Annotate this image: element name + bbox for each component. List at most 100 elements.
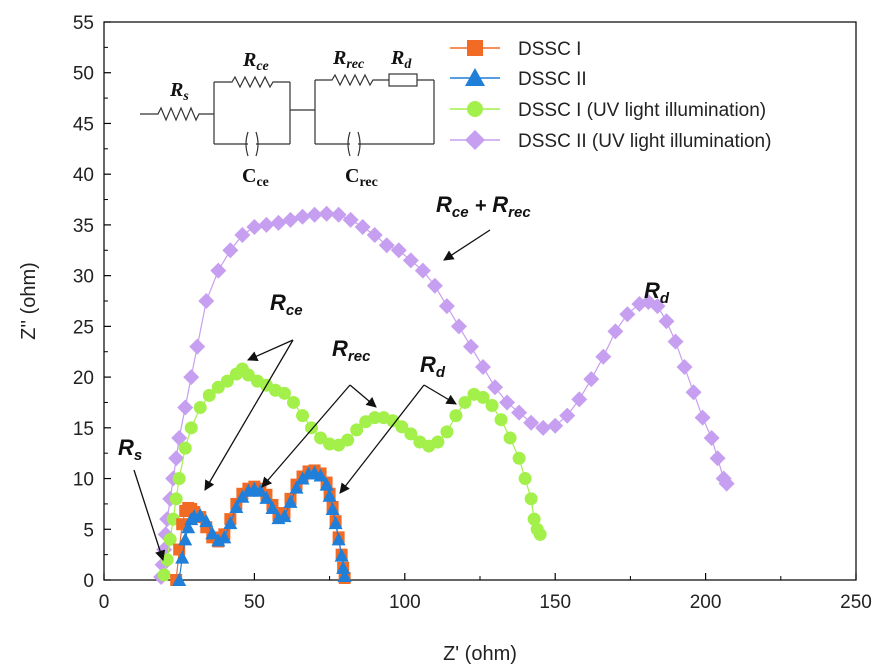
- arrow-rd-upper: [423, 384, 457, 405]
- circuit-label-main: R: [390, 47, 404, 69]
- y-axis: 0 5 10 15 20 25 30 35 40 45 50 55: [73, 13, 111, 592]
- arrow-rrec-upper: [349, 384, 377, 408]
- data-point-diamond: [270, 214, 287, 231]
- circuit-label-sub: rec: [346, 57, 365, 72]
- data-point-triangle: [313, 468, 328, 482]
- data-point-circle: [202, 388, 216, 402]
- y-tick-label: 10: [73, 470, 94, 491]
- data-point-diamond: [318, 205, 335, 222]
- data-point-diamond: [694, 409, 711, 426]
- data-point-circle: [220, 374, 234, 388]
- data-point-triangle: [277, 509, 292, 523]
- annotation-rce-plus-rrec: Rce + Rrec: [436, 192, 531, 221]
- capacitor-crec-icon: [357, 131, 361, 157]
- data-point-triangle: [223, 516, 238, 530]
- capacitor-cce-icon: [255, 131, 259, 157]
- data-point-triangle: [265, 500, 280, 514]
- data-point-triangle: [205, 526, 220, 540]
- data-point-circle: [503, 431, 517, 445]
- circuit-label-main: R: [242, 49, 256, 71]
- x-tick-label: 150: [539, 592, 571, 613]
- circuit-label-rd: Rd: [390, 47, 412, 72]
- data-point-triangle: [172, 573, 187, 586]
- x-tick-label: 250: [840, 592, 872, 613]
- data-point-circle: [512, 451, 526, 465]
- annotation-main: R: [436, 192, 452, 217]
- data-point-diamond: [183, 369, 200, 386]
- data-point-diamond: [685, 384, 702, 401]
- legend-item-dssc-ii-uv: DSSC II (UV light illumination): [450, 130, 771, 152]
- legend-item-dssc-ii: DSSC II: [450, 68, 587, 90]
- circuit-label-cce: Cce: [242, 165, 269, 190]
- data-point-triangle: [319, 477, 334, 491]
- annotation-rce: Rce: [270, 290, 303, 319]
- data-point-diamond: [487, 379, 504, 396]
- data-point-diamond: [523, 414, 540, 431]
- data-point-triangle: [325, 501, 340, 515]
- data-point-triangle: [334, 548, 349, 562]
- data-point-diamond: [168, 450, 185, 467]
- x-axis: 0 50 100 150 200 250: [99, 573, 872, 613]
- annotation-rd-uv: Rd: [644, 278, 670, 307]
- y-tick-label: 40: [73, 165, 94, 186]
- data-point-diamond: [189, 338, 206, 355]
- data-point-triangle: [175, 550, 190, 564]
- data-point-diamond: [667, 333, 684, 350]
- data-point-triangle: [217, 530, 232, 544]
- data-point-diamond: [282, 211, 299, 228]
- data-point-diamond: [198, 293, 215, 309]
- data-point-triangle: [178, 532, 193, 546]
- data-point-circle: [157, 568, 171, 582]
- capacitor-cce-icon: [245, 131, 249, 157]
- series-line: [160, 213, 728, 578]
- legend-diamond-marker: [465, 130, 485, 150]
- arrow-rce-lower: [204, 339, 294, 491]
- circuit-label-sub: ce: [256, 59, 268, 74]
- svg-text:Rce: Rce: [242, 49, 269, 74]
- resistor-rce-icon: [214, 75, 290, 89]
- data-point-diamond: [499, 394, 516, 411]
- data-point-circle: [277, 386, 291, 400]
- data-point-diamond: [583, 371, 600, 388]
- data-point-diamond: [258, 216, 275, 233]
- annotation-rrec: Rrec: [332, 336, 371, 365]
- data-point-diamond: [390, 242, 407, 259]
- legend-label: DSSC II (UV light illumination): [518, 131, 771, 152]
- data-point-diamond: [306, 206, 323, 223]
- x-tick-label: 200: [690, 592, 722, 613]
- data-point-circle: [476, 390, 490, 404]
- annotation-main: R: [420, 352, 436, 377]
- arrow-rce-upper: [247, 339, 294, 361]
- data-point-triangle: [337, 568, 352, 582]
- svg-text:Rrec: Rrec: [332, 47, 365, 72]
- data-point-circle: [395, 420, 409, 434]
- arrow-rd-lower: [339, 384, 425, 494]
- data-point-diamond: [559, 407, 576, 424]
- data-point-circle: [305, 421, 319, 435]
- data-point-diamond: [354, 218, 371, 235]
- data-point-triangle: [181, 520, 196, 534]
- annotation-main: R: [332, 336, 348, 361]
- legend-label: DSSC I: [518, 39, 581, 60]
- data-point-diamond: [649, 298, 666, 315]
- arrow-rs: [133, 469, 166, 561]
- series-square-markers: [170, 464, 351, 586]
- data-point-circle: [350, 423, 364, 437]
- data-point-diamond: [330, 206, 347, 223]
- data-point-circle: [404, 427, 418, 441]
- x-tick-label: 0: [99, 592, 110, 613]
- data-point-circle: [485, 398, 499, 412]
- y-tick-label: 5: [83, 520, 94, 541]
- annotation-main: R: [644, 278, 660, 303]
- data-point-circle: [431, 435, 445, 449]
- y-tick-label: 55: [73, 13, 94, 34]
- data-point-circle: [169, 492, 183, 506]
- series-layer: [153, 205, 735, 586]
- legend-square-marker: [467, 40, 483, 56]
- legend-circle-marker: [467, 101, 483, 117]
- circuit-label-main: R: [332, 47, 346, 69]
- data-point-triangle: [229, 499, 244, 513]
- resistor-rs-icon: [140, 106, 214, 122]
- circuit-label-sub: d: [404, 57, 412, 72]
- series-diamond-markers: [153, 205, 735, 585]
